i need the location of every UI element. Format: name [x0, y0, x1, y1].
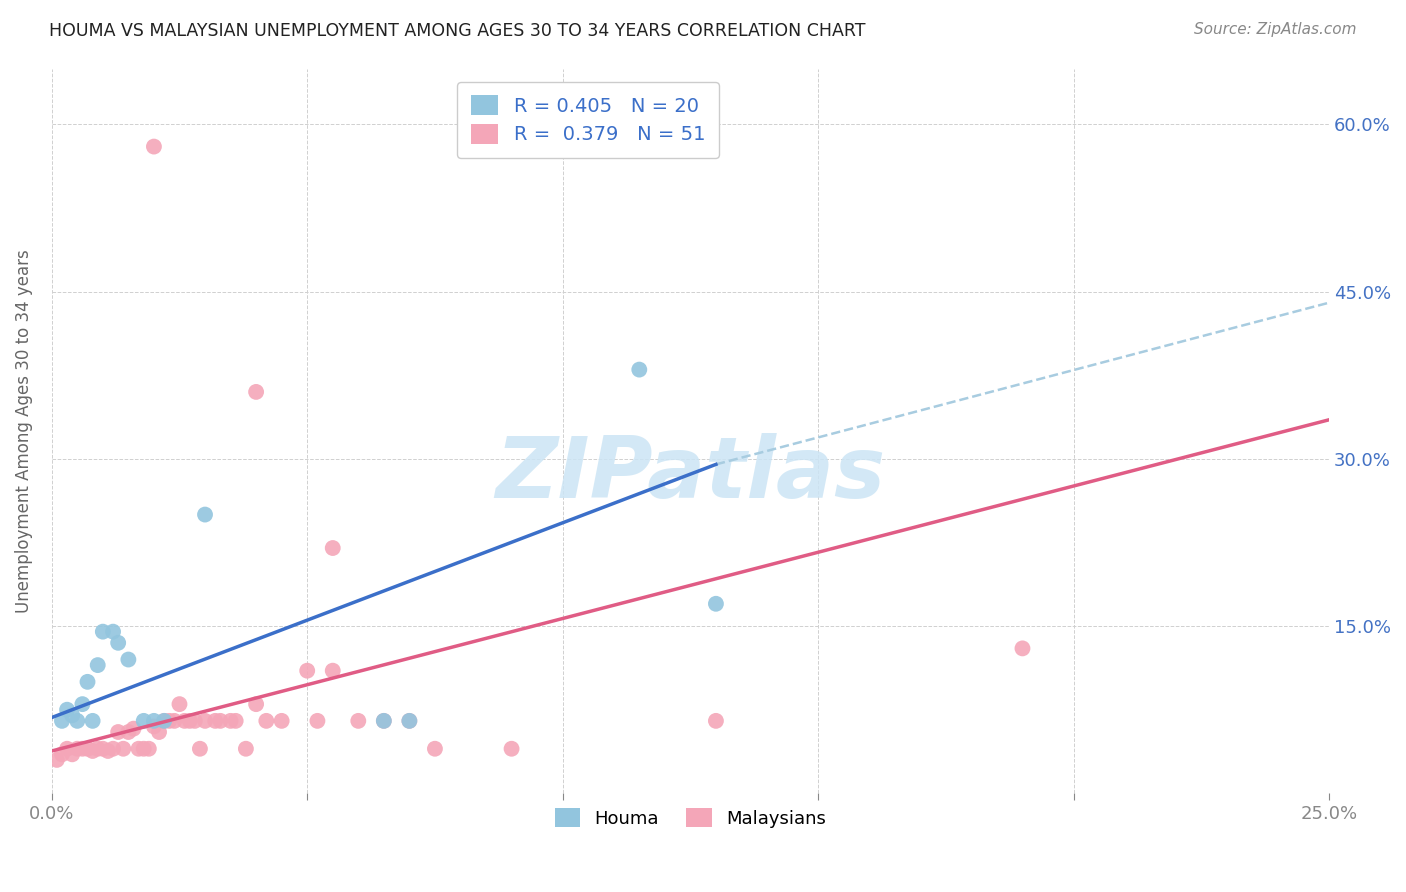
Point — [132, 741, 155, 756]
Point — [51, 714, 73, 728]
Point — [184, 714, 207, 728]
Point — [245, 697, 267, 711]
Point — [209, 714, 232, 728]
Point — [347, 714, 370, 728]
Point — [76, 674, 98, 689]
Point — [188, 741, 211, 756]
Point — [373, 714, 395, 728]
Point — [704, 597, 727, 611]
Point — [194, 714, 217, 728]
Point — [157, 714, 180, 728]
Point — [219, 714, 242, 728]
Point — [163, 714, 186, 728]
Point — [204, 714, 226, 728]
Point — [128, 741, 150, 756]
Point — [122, 722, 145, 736]
Point — [628, 362, 651, 376]
Legend: Houma, Malaysians: Houma, Malaysians — [548, 801, 834, 835]
Point — [138, 741, 160, 756]
Point — [142, 719, 165, 733]
Point — [270, 714, 292, 728]
Point — [117, 652, 139, 666]
Point — [254, 714, 277, 728]
Point — [56, 741, 79, 756]
Point — [148, 725, 170, 739]
Point — [153, 714, 176, 728]
Point — [76, 741, 98, 756]
Point — [322, 541, 344, 555]
Point — [91, 741, 114, 756]
Point — [501, 741, 523, 756]
Point — [373, 714, 395, 728]
Point — [107, 725, 129, 739]
Text: Source: ZipAtlas.com: Source: ZipAtlas.com — [1194, 22, 1357, 37]
Point — [225, 714, 247, 728]
Point — [153, 714, 176, 728]
Point — [51, 747, 73, 762]
Point — [60, 747, 83, 762]
Point — [97, 744, 120, 758]
Point — [117, 725, 139, 739]
Point — [142, 139, 165, 153]
Point — [101, 741, 124, 756]
Point — [307, 714, 329, 728]
Point — [169, 697, 191, 711]
Text: ZIPatlas: ZIPatlas — [495, 433, 886, 516]
Point — [72, 741, 94, 756]
Point — [45, 753, 67, 767]
Point — [66, 714, 89, 728]
Point — [66, 741, 89, 756]
Point — [82, 714, 104, 728]
Point — [179, 714, 201, 728]
Point — [235, 741, 257, 756]
Point — [101, 624, 124, 639]
Point — [91, 624, 114, 639]
Point — [112, 741, 135, 756]
Point — [322, 664, 344, 678]
Point — [245, 384, 267, 399]
Point — [194, 508, 217, 522]
Point — [87, 741, 110, 756]
Point — [107, 636, 129, 650]
Point — [704, 714, 727, 728]
Point — [82, 744, 104, 758]
Point — [142, 714, 165, 728]
Point — [72, 697, 94, 711]
Y-axis label: Unemployment Among Ages 30 to 34 years: Unemployment Among Ages 30 to 34 years — [15, 249, 32, 613]
Point — [173, 714, 195, 728]
Point — [60, 708, 83, 723]
Point — [87, 658, 110, 673]
Point — [295, 664, 318, 678]
Point — [1011, 641, 1033, 656]
Point — [132, 714, 155, 728]
Point — [423, 741, 446, 756]
Text: HOUMA VS MALAYSIAN UNEMPLOYMENT AMONG AGES 30 TO 34 YEARS CORRELATION CHART: HOUMA VS MALAYSIAN UNEMPLOYMENT AMONG AG… — [49, 22, 866, 40]
Point — [398, 714, 420, 728]
Point — [56, 703, 79, 717]
Point — [398, 714, 420, 728]
